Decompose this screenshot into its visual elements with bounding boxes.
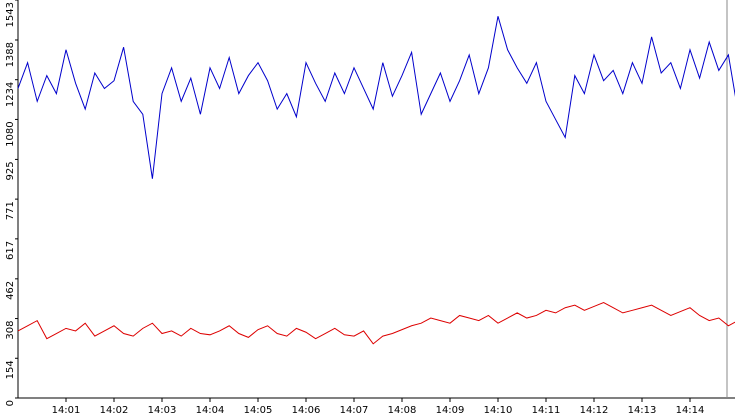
- series-line: [17, 16, 735, 179]
- y-tick-label: 308: [5, 321, 16, 340]
- series-line: [17, 302, 735, 345]
- x-tick-label: 14:09: [436, 405, 465, 415]
- x-tick-label: 14:01: [52, 405, 81, 415]
- x-tick-label: 14:04: [196, 405, 225, 415]
- y-tick-label: 1388: [5, 42, 16, 67]
- y-tick-label: 154: [5, 360, 16, 379]
- x-tick-label: 14:03: [148, 405, 177, 415]
- x-tick-label: 14:11: [532, 405, 561, 415]
- x-tick-label: 14:08: [388, 405, 417, 415]
- y-tick-label: 1080: [5, 121, 16, 146]
- x-tick-label: 14:10: [484, 405, 513, 415]
- x-tick-label: 14:05: [244, 405, 273, 415]
- y-tick-label: 1234: [5, 82, 16, 107]
- y-tick-label: 617: [5, 241, 16, 260]
- x-tick-label: 14:06: [292, 405, 321, 415]
- x-tick-label: 14:02: [100, 405, 129, 415]
- y-tick-label: 771: [5, 201, 16, 220]
- y-tick-label: 1543: [5, 2, 16, 27]
- y-tick-label: 462: [5, 281, 16, 300]
- x-tick-label: 14:13: [628, 405, 657, 415]
- x-tick-label: 14:14: [676, 405, 705, 415]
- y-tick-label: 925: [5, 161, 16, 180]
- x-tick-label: 14:12: [580, 405, 609, 415]
- y-tick-label: 0: [5, 400, 16, 406]
- x-tick-label: 14:07: [340, 405, 369, 415]
